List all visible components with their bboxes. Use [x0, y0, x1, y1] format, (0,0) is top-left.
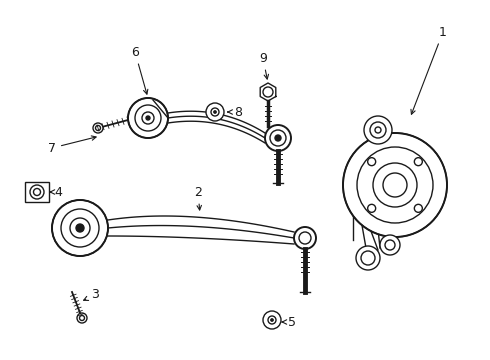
Circle shape	[270, 130, 286, 146]
Text: 8: 8	[228, 105, 242, 118]
FancyBboxPatch shape	[25, 182, 49, 202]
Circle shape	[135, 105, 161, 131]
Text: 3: 3	[84, 288, 99, 302]
Circle shape	[357, 147, 433, 223]
Circle shape	[368, 158, 376, 166]
Circle shape	[299, 232, 311, 244]
Circle shape	[61, 209, 99, 247]
Circle shape	[79, 315, 84, 320]
Circle shape	[77, 313, 87, 323]
Circle shape	[265, 125, 291, 151]
Circle shape	[211, 108, 219, 116]
Circle shape	[294, 227, 316, 249]
Circle shape	[206, 103, 224, 121]
Circle shape	[128, 98, 168, 138]
Circle shape	[383, 173, 407, 197]
Circle shape	[361, 251, 375, 265]
Circle shape	[385, 240, 395, 250]
Circle shape	[263, 311, 281, 329]
Circle shape	[263, 87, 273, 97]
Circle shape	[415, 158, 422, 166]
Circle shape	[52, 200, 108, 256]
Circle shape	[33, 189, 41, 195]
Text: 7: 7	[48, 136, 96, 154]
Text: 1: 1	[411, 26, 447, 114]
Circle shape	[356, 246, 380, 270]
Circle shape	[96, 126, 100, 130]
Text: 6: 6	[131, 45, 148, 94]
Circle shape	[30, 185, 44, 199]
Circle shape	[415, 204, 422, 212]
Circle shape	[270, 319, 273, 321]
Circle shape	[370, 122, 386, 138]
Circle shape	[268, 316, 276, 324]
Circle shape	[76, 224, 84, 232]
Circle shape	[275, 135, 281, 141]
Circle shape	[373, 163, 417, 207]
Circle shape	[214, 111, 217, 113]
Circle shape	[364, 116, 392, 144]
Circle shape	[70, 218, 90, 238]
Circle shape	[93, 123, 103, 133]
Circle shape	[146, 116, 150, 120]
Circle shape	[375, 127, 381, 133]
Circle shape	[343, 133, 447, 237]
Circle shape	[368, 204, 376, 212]
Text: 4: 4	[50, 185, 62, 198]
Circle shape	[142, 112, 154, 124]
Text: 2: 2	[194, 185, 202, 210]
Text: 9: 9	[259, 51, 269, 79]
Text: 5: 5	[282, 315, 296, 328]
Circle shape	[380, 235, 400, 255]
